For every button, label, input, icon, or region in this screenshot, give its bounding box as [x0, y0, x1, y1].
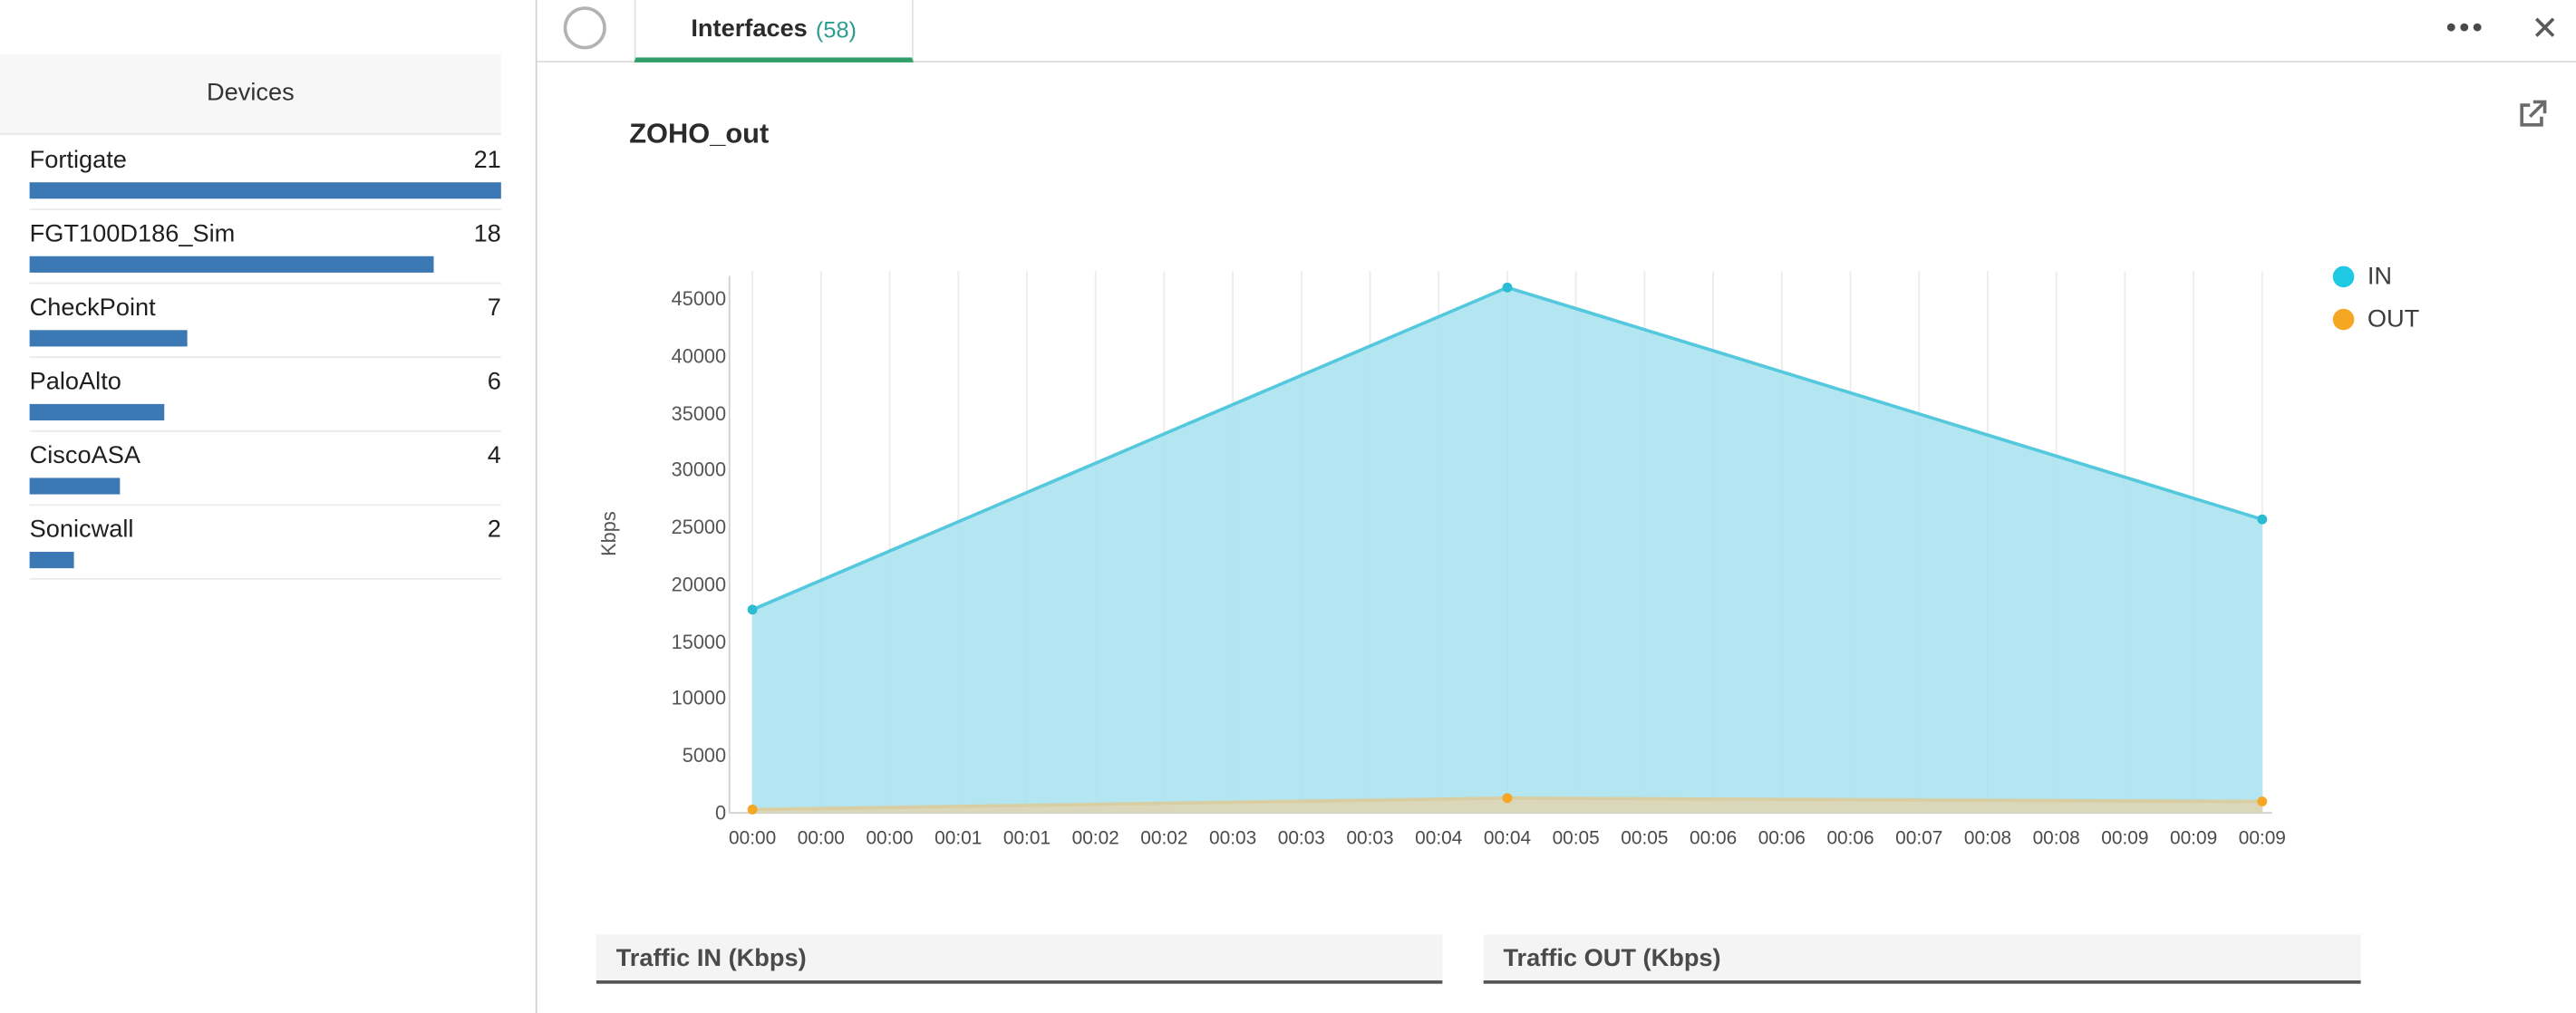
x-tick-label: 00:00 [866, 829, 914, 850]
data-point-out [747, 804, 758, 815]
x-tick-label: 00:03 [1277, 829, 1325, 850]
device-row-paloalto[interactable]: PaloAlto 6 [29, 358, 501, 432]
devices-panel-title: Devices [0, 53, 501, 135]
y-tick-label: 10000 [671, 687, 727, 710]
device-count: 2 [487, 516, 501, 544]
x-tick-label: 00:06 [1690, 829, 1738, 850]
more-options-icon[interactable]: ••• [2445, 11, 2486, 43]
device-count-bar [29, 552, 75, 569]
y-tick-label: 0 [715, 801, 727, 825]
y-tick-label: 40000 [671, 344, 727, 368]
x-tick-label: 00:05 [1552, 829, 1600, 850]
interfaces-panel: Interfaces (58) ••• ✕ ZOHO_out Kbps 0 500… [537, 0, 2576, 1013]
device-count-bar [29, 403, 165, 420]
tab-count-badge: (58) [815, 15, 857, 43]
legend-label: IN [2367, 263, 2392, 291]
device-count-bar [29, 256, 434, 273]
data-point-in [2257, 514, 2268, 525]
device-count: 4 [487, 441, 501, 470]
x-tick-label: 00:06 [1758, 829, 1806, 850]
device-count: 7 [487, 294, 501, 323]
close-icon[interactable]: ✕ [2531, 11, 2559, 48]
x-tick-label: 00:00 [729, 829, 777, 850]
x-tick-label: 00:01 [935, 829, 983, 850]
legend-item-in[interactable]: IN [2332, 263, 2419, 291]
device-count: 21 [473, 146, 501, 175]
y-tick-label: 15000 [671, 630, 727, 653]
tab-bar: Interfaces (58) ••• ✕ [537, 0, 2576, 63]
y-tick-label: 20000 [671, 573, 727, 596]
device-count: 6 [487, 368, 501, 396]
y-tick-label: 30000 [671, 458, 727, 482]
device-name: Sonicwall [29, 516, 134, 544]
device-count: 18 [473, 219, 501, 248]
x-tick-label: 00:07 [1895, 829, 1943, 850]
devices-sidebar: Devices Fortigate 21 FGT100D186_Sim 18 [0, 0, 537, 1013]
x-tick-label: 00:04 [1415, 829, 1463, 850]
device-row-fgt100d186-sim[interactable]: FGT100D186_Sim 18 [29, 210, 501, 285]
traffic-in-section-header: Traffic IN (Kbps) [596, 934, 1443, 984]
device-name: CiscoASA [29, 441, 141, 470]
chart-legend: IN OUT [2332, 263, 2420, 348]
legend-item-out[interactable]: OUT [2332, 305, 2420, 333]
devices-list: Fortigate 21 FGT100D186_Sim 18 CheckPoin… [29, 136, 501, 580]
legend-label: OUT [2367, 305, 2420, 333]
x-tick-label: 00:04 [1483, 829, 1532, 850]
legend-dot-icon [2332, 265, 2355, 288]
device-row-fortigate[interactable]: Fortigate 21 [29, 136, 501, 210]
x-tick-label: 00:03 [1346, 829, 1394, 850]
device-count-bar [29, 182, 501, 199]
x-tick-label: 00:09 [2170, 829, 2218, 850]
data-point-out [1502, 793, 1513, 804]
device-count-bar [29, 478, 120, 495]
x-tick-label: 00:06 [1826, 829, 1874, 850]
area-in [752, 287, 2262, 814]
tab-label: Interfaces [691, 14, 808, 43]
x-tick-label: 00:02 [1071, 829, 1119, 850]
x-tick-label: 00:08 [2032, 829, 2080, 850]
device-name: PaloAlto [29, 368, 121, 396]
x-tick-label: 00:05 [1621, 829, 1669, 850]
x-tick-label: 00:03 [1209, 829, 1257, 850]
traffic-area-chart[interactable] [537, 246, 2576, 846]
loading-circle-icon [563, 6, 606, 50]
data-point-in [747, 604, 758, 615]
y-tick-label: 45000 [671, 287, 727, 311]
legend-dot-icon [2332, 308, 2355, 331]
y-tick-label: 5000 [682, 744, 727, 767]
device-row-sonicwall[interactable]: Sonicwall 2 [29, 506, 501, 580]
y-tick-label: 25000 [671, 516, 727, 539]
chart-title: ZOHO_out [629, 118, 770, 150]
x-tick-label: 00:08 [1963, 829, 2012, 850]
device-name: CheckPoint [29, 294, 156, 323]
x-tick-label: 00:09 [2238, 829, 2286, 850]
tab-interfaces[interactable]: Interfaces (58) [634, 0, 914, 63]
x-tick-label: 00:02 [1140, 829, 1188, 850]
device-row-checkpoint[interactable]: CheckPoint 7 [29, 285, 501, 359]
device-count-bar [29, 330, 188, 347]
traffic-out-section-header: Traffic OUT (Kbps) [1483, 934, 2361, 984]
x-tick-label: 00:09 [2101, 829, 2149, 850]
device-name: FGT100D186_Sim [29, 219, 236, 248]
y-tick-label: 35000 [671, 401, 727, 425]
data-point-out [2257, 796, 2268, 807]
data-point-in [1502, 282, 1513, 293]
x-tick-label: 00:01 [1002, 829, 1051, 850]
open-in-new-icon[interactable] [2512, 95, 2552, 135]
device-row-ciscoasa[interactable]: CiscoASA 4 [29, 432, 501, 506]
device-name: Fortigate [29, 146, 127, 175]
x-tick-label: 00:00 [797, 829, 845, 850]
area-out [752, 797, 2262, 814]
